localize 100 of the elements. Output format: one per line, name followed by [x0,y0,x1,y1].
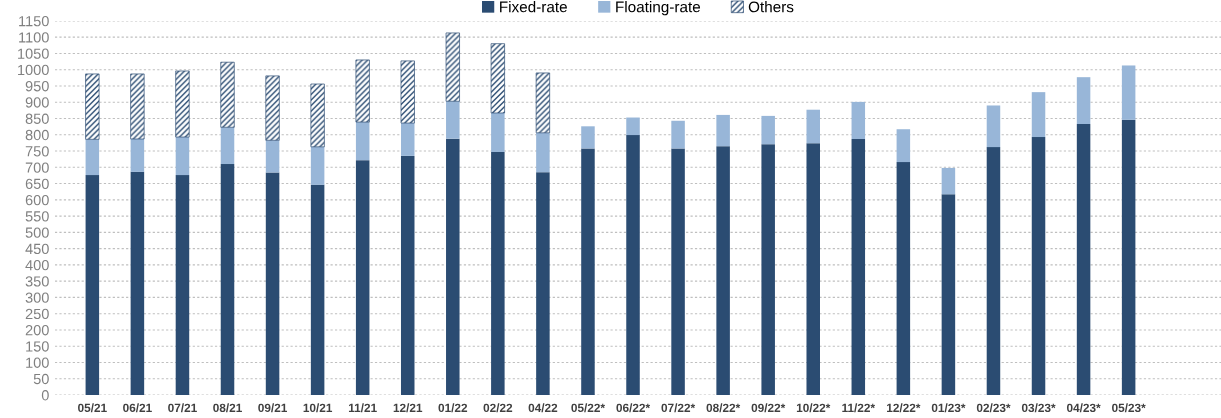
bar [851,138,866,396]
bar [716,146,730,396]
bar [446,101,460,139]
y-tick-label: 250 [25,308,49,320]
x-tick-label: 10/21 [303,403,333,413]
y-tick-label: 50 [33,373,49,385]
x-tick-label: 03/23* [1021,403,1056,413]
bar [941,194,956,396]
bar [130,73,145,140]
bar [536,132,550,173]
y-tick-label: 1000 [18,64,49,76]
bar [400,155,415,396]
bar [806,109,820,144]
x-tick-label: 08/22* [706,403,741,413]
legend-label: Fixed-rate [500,1,567,13]
y-tick-label: 800 [25,129,49,141]
bar [175,137,190,176]
legend-label: Floating-rate [616,1,701,16]
y-tick-label: 450 [25,243,49,255]
bar [986,147,1001,396]
y-tick-label: 400 [25,259,49,271]
x-tick-label: 06/22* [616,403,651,413]
y-tick-label: 500 [25,227,49,238]
bar [355,160,370,396]
y-tick-label: 950 [25,81,49,92]
y-tick-label: 650 [25,178,49,189]
bar [581,126,595,149]
x-tick-label: 02/23* [976,403,1011,413]
y-tick-label: 350 [25,276,49,287]
y-tick-label: 850 [25,113,49,124]
x-tick-label: 12/22* [887,403,921,413]
x-tick-label: 09/22* [751,403,786,413]
x-tick-label: 11/21 [348,403,377,413]
y-tick-label: 1050 [18,48,49,59]
x-tick-label: 07/21 [168,403,197,413]
bar [400,123,415,156]
bar [806,143,820,396]
x-tick-label: 10/22* [796,403,831,413]
bar [446,138,460,396]
x-tick-label: 04/22 [528,403,558,413]
bar [310,184,325,396]
bar [581,148,595,396]
bar [896,129,911,163]
bar [671,120,685,149]
bar [626,135,640,396]
y-tick-label: 700 [25,162,49,173]
bar [265,172,280,396]
y-tick-label: 0 [41,390,49,401]
bar [85,139,100,176]
bar [175,70,190,138]
x-tick-label: 01/22 [438,403,468,413]
bar [671,148,685,396]
y-tick-label: 900 [25,97,49,108]
x-tick-label: 08/21 [213,403,242,413]
bar [761,115,775,145]
y-tick-label: 150 [26,341,49,352]
bar [85,175,100,396]
x-tick-label: 05/21 [78,403,107,413]
bar [355,122,370,161]
bar [220,127,235,165]
bar [355,59,370,123]
bar [986,105,1001,148]
bar [626,117,640,136]
bar [85,73,100,140]
bar [536,172,550,396]
x-tick-label: 02/22 [483,403,513,413]
x-tick-label: 09/21 [258,403,288,413]
y-tick-label: 300 [25,292,49,303]
bar [1031,137,1046,396]
bar [491,112,505,152]
bar [716,114,730,147]
y-tick-label: 750 [25,146,49,157]
bar [851,101,866,139]
bar [175,175,190,396]
bar [491,152,505,396]
bar [445,32,460,102]
x-tick-label: 12/21 [393,403,423,413]
bar [130,138,145,172]
y-tick-label: 200 [25,325,49,336]
bar [310,83,325,148]
bar [130,171,145,396]
bar [896,162,911,396]
bar [1076,77,1091,125]
bar [265,140,280,173]
bar [1121,65,1136,120]
bar [220,61,235,128]
y-tick-label: 1150 [19,16,49,27]
x-tick-label: 07/22* [661,403,696,413]
bar [535,72,551,134]
x-tick-label: 05/23* [1112,403,1146,413]
legend-label: Others [748,1,794,13]
bar [1076,124,1091,396]
bar [265,75,280,141]
bar [761,144,775,396]
x-tick-label: 05/22* [571,403,606,413]
x-tick-label: 06/21 [123,403,152,413]
bar [400,60,415,124]
y-tick-label: 100 [26,357,49,368]
bar [220,164,235,396]
bar [941,167,956,195]
